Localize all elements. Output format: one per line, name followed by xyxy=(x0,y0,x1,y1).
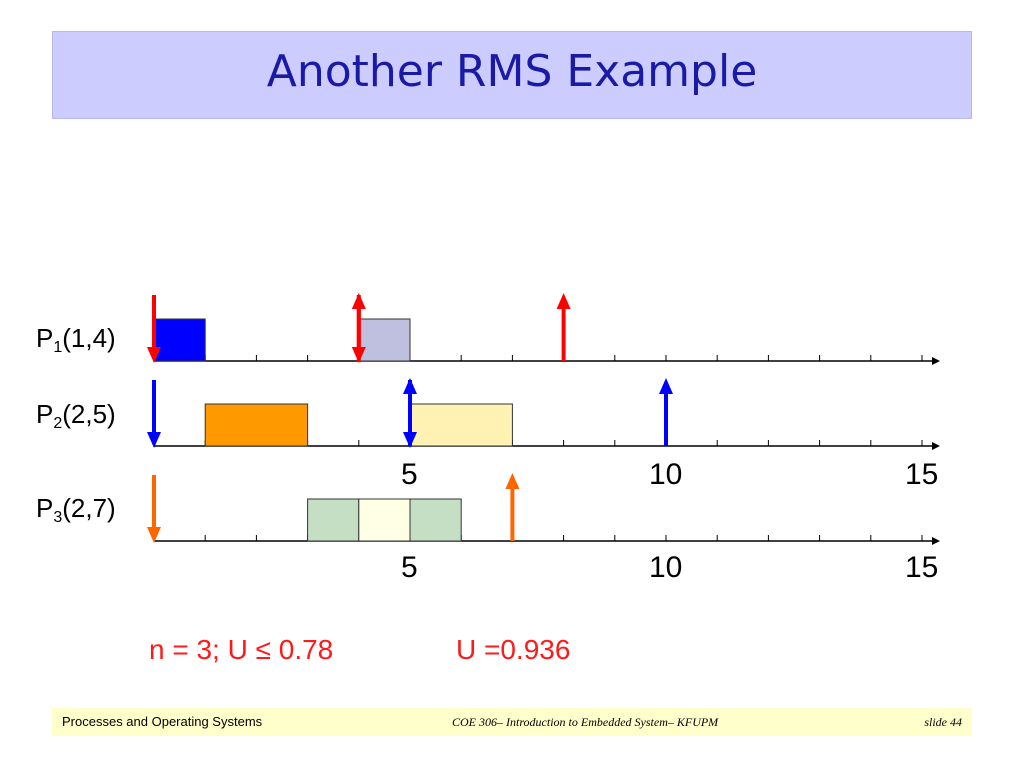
execution-block xyxy=(358,318,411,362)
schedulability-bound: n = 3; U ≤ 0.78 xyxy=(149,634,334,665)
slide-title: Another RMS Example xyxy=(266,46,758,97)
process-label-p1: P1(1,4) xyxy=(36,323,116,357)
axis-label-10-lower: 10 xyxy=(649,551,683,584)
deadline-arrow-head xyxy=(147,347,161,363)
process-subscript: 2 xyxy=(53,415,63,432)
axis-label-10-upper: 10 xyxy=(649,458,683,491)
axis-label-5-upper: 5 xyxy=(401,458,418,491)
execution-block xyxy=(358,498,411,542)
process-params: (1,4) xyxy=(62,323,116,353)
row-3-axis-arrowhead xyxy=(932,537,940,545)
footer-course-topic: Processes and Operating Systems xyxy=(62,714,263,729)
execution-block xyxy=(204,403,309,447)
deadline-arrow-head xyxy=(147,527,161,543)
execution-block xyxy=(307,498,360,542)
release-arrow-head xyxy=(659,378,673,394)
row-2-axis-arrowhead xyxy=(932,442,940,450)
slide-number: slide 44 xyxy=(924,715,962,729)
release-arrow-head xyxy=(505,473,520,489)
release-arrow-head xyxy=(556,293,571,309)
utilization-value: U =0.936 xyxy=(456,634,571,665)
process-params: (2,5) xyxy=(62,399,116,429)
process-name: P xyxy=(36,399,54,429)
axis-label-5-lower: 5 xyxy=(401,551,418,584)
footer-course-name: COE 306– Introduction to Embedded System… xyxy=(452,715,719,729)
execution-block xyxy=(409,403,513,447)
process-subscript: 3 xyxy=(53,509,63,526)
release-arrow-head xyxy=(403,378,417,394)
deadline-arrow-head xyxy=(147,432,161,448)
process-name: P xyxy=(36,323,54,353)
process-label-p2: P2(2,5) xyxy=(36,399,116,433)
process-label-p3: P3(2,7) xyxy=(36,493,116,527)
execution-block xyxy=(153,318,206,362)
footer-bar: Processes and Operating Systems COE 306–… xyxy=(52,708,972,736)
process-subscript: 1 xyxy=(53,339,63,356)
axis-label-15-upper: 15 xyxy=(905,458,939,491)
execution-block xyxy=(409,498,462,542)
process-name: P xyxy=(36,493,54,523)
axis-label-15-lower: 15 xyxy=(905,551,939,584)
row-1-axis-arrowhead xyxy=(932,357,940,365)
release-arrow-head xyxy=(351,293,366,309)
title-bar: Another RMS Example xyxy=(52,31,972,119)
process-params: (2,7) xyxy=(62,493,116,523)
